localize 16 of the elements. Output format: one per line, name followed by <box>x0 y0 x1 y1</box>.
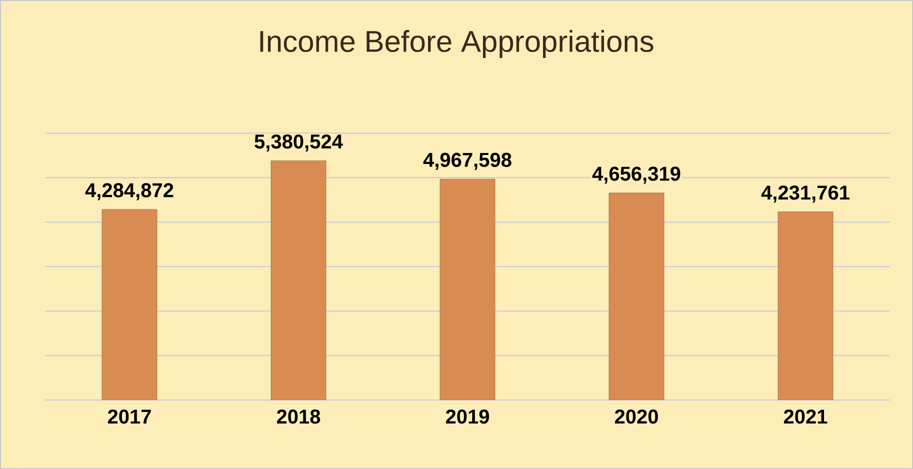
data-label: 4,967,598 <box>423 152 512 170</box>
bar <box>778 212 834 400</box>
x-tick-label: 2019 <box>446 410 489 424</box>
x-tick-label: 2020 <box>614 410 658 424</box>
bar <box>440 178 496 400</box>
data-label: 4,656,319 <box>592 166 680 184</box>
bar <box>608 192 664 400</box>
chart-title: Income Before Appropriations <box>260 30 654 58</box>
x-tick-label: 2017 <box>108 410 151 424</box>
x-tick-label: 2018 <box>276 410 320 424</box>
bar <box>102 209 158 400</box>
data-label: 5,380,524 <box>254 134 343 152</box>
data-label: 4,231,761 <box>761 186 850 203</box>
data-label: 4,284,872 <box>85 183 174 200</box>
bar <box>270 160 326 400</box>
x-tick-label: 2021 <box>784 410 828 424</box>
